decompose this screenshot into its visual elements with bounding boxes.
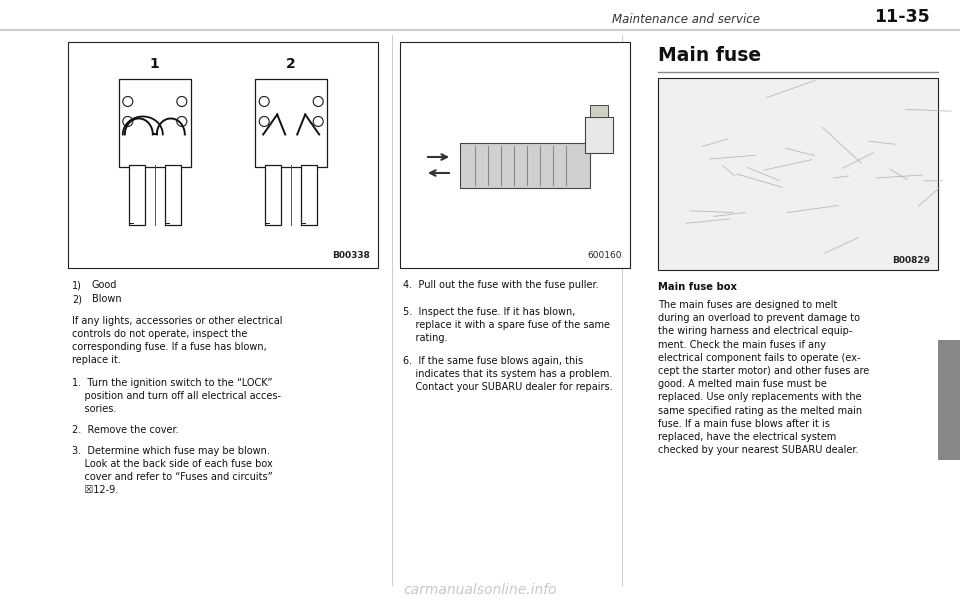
Bar [400, 42, 630, 268]
Text: Maintenance and service: Maintenance and service [612, 13, 760, 26]
Text: replaced, have the electrical system: replaced, have the electrical system [658, 432, 836, 442]
Text: cover and refer to “Fuses and circuits”: cover and refer to “Fuses and circuits” [72, 472, 273, 482]
Text: ☒12-9.: ☒12-9. [72, 485, 118, 495]
Text: Main fuse: Main fuse [658, 46, 761, 65]
Bar [585, 117, 613, 153]
Text: good. A melted main fuse must be: good. A melted main fuse must be [658, 379, 827, 389]
Text: 6.  If the same fuse blows again, this: 6. If the same fuse blows again, this [403, 356, 583, 366]
Text: rating.: rating. [403, 333, 447, 343]
Text: same specified rating as the melted main: same specified rating as the melted main [658, 406, 862, 415]
Text: fuse. If a main fuse blows after it is: fuse. If a main fuse blows after it is [658, 419, 829, 429]
Bar [119, 79, 191, 167]
Text: 4.  Pull out the fuse with the fuse puller.: 4. Pull out the fuse with the fuse pulle… [403, 280, 599, 290]
Text: carmanualsonline.info: carmanualsonline.info [403, 583, 557, 597]
Bar [658, 78, 938, 270]
Bar [68, 42, 378, 268]
Text: cept the starter motor) and other fuses are: cept the starter motor) and other fuses … [658, 366, 869, 376]
Text: controls do not operate, inspect the: controls do not operate, inspect the [72, 329, 248, 339]
Text: 600160: 600160 [588, 251, 622, 260]
Text: 1: 1 [150, 57, 159, 71]
Text: position and turn off all electrical acces-: position and turn off all electrical acc… [72, 391, 281, 401]
Text: 2: 2 [286, 57, 296, 71]
Bar [265, 166, 281, 225]
Text: 11-35: 11-35 [875, 8, 930, 26]
Text: checked by your nearest SUBARU dealer.: checked by your nearest SUBARU dealer. [658, 445, 858, 455]
Text: during an overload to prevent damage to: during an overload to prevent damage to [658, 313, 860, 323]
Bar [165, 166, 180, 225]
Text: ment. Check the main fuses if any: ment. Check the main fuses if any [658, 340, 826, 349]
Bar [590, 105, 608, 117]
Text: Main fuse box: Main fuse box [658, 282, 737, 292]
Text: Good: Good [92, 280, 117, 290]
Text: replaced. Use only replacements with the: replaced. Use only replacements with the [658, 392, 862, 403]
Text: the wiring harness and electrical equip-: the wiring harness and electrical equip- [658, 326, 852, 337]
Text: replace it.: replace it. [72, 355, 121, 365]
Text: replace it with a spare fuse of the same: replace it with a spare fuse of the same [403, 320, 610, 330]
Bar [460, 142, 590, 188]
Text: Look at the back side of each fuse box: Look at the back side of each fuse box [72, 459, 273, 469]
Text: 3.  Determine which fuse may be blown.: 3. Determine which fuse may be blown. [72, 446, 270, 456]
Text: B00829: B00829 [892, 256, 930, 265]
Bar [129, 166, 145, 225]
Text: 2.  Remove the cover.: 2. Remove the cover. [72, 425, 179, 435]
Text: Contact your SUBARU dealer for repairs.: Contact your SUBARU dealer for repairs. [403, 382, 612, 392]
Bar [938, 340, 960, 460]
Text: sories.: sories. [72, 404, 116, 414]
Text: 1): 1) [72, 280, 82, 290]
Text: If any lights, accessories or other electrical: If any lights, accessories or other elec… [72, 316, 282, 326]
Text: 2): 2) [72, 294, 82, 304]
Bar [301, 166, 317, 225]
Text: Blown: Blown [92, 294, 122, 304]
Text: The main fuses are designed to melt: The main fuses are designed to melt [658, 300, 837, 310]
Bar [255, 79, 327, 167]
Text: electrical component fails to operate (ex-: electrical component fails to operate (e… [658, 353, 860, 363]
Text: corresponding fuse. If a fuse has blown,: corresponding fuse. If a fuse has blown, [72, 342, 267, 352]
Text: indicates that its system has a problem.: indicates that its system has a problem. [403, 369, 612, 379]
Text: 5.  Inspect the fuse. If it has blown,: 5. Inspect the fuse. If it has blown, [403, 307, 575, 317]
Text: 1.  Turn the ignition switch to the “LOCK”: 1. Turn the ignition switch to the “LOCK… [72, 378, 273, 388]
Text: B00338: B00338 [332, 251, 370, 260]
